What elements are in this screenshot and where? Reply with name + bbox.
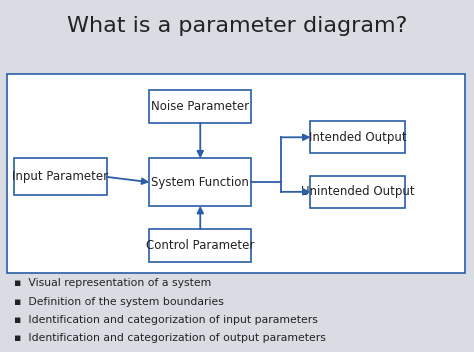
Text: Intended Output: Intended Output bbox=[309, 131, 407, 144]
Bar bbox=[7, 74, 465, 273]
Text: Input Parameter: Input Parameter bbox=[12, 170, 109, 183]
Text: ▪  Identification and categorization of output parameters: ▪ Identification and categorization of o… bbox=[14, 333, 326, 343]
Text: Noise Parameter: Noise Parameter bbox=[151, 100, 249, 113]
Bar bbox=[14, 158, 107, 195]
Bar bbox=[310, 176, 405, 208]
Bar bbox=[310, 121, 405, 153]
Bar bbox=[149, 158, 251, 206]
Text: Unintended Output: Unintended Output bbox=[301, 186, 415, 198]
Bar bbox=[149, 90, 251, 123]
Bar bbox=[149, 229, 251, 262]
Text: System Function: System Function bbox=[151, 176, 249, 189]
Text: What is a parameter diagram?: What is a parameter diagram? bbox=[67, 17, 407, 36]
Text: Control Parameter: Control Parameter bbox=[146, 239, 255, 252]
Text: ▪  Definition of the system boundaries: ▪ Definition of the system boundaries bbox=[14, 297, 224, 307]
Text: ▪  Identification and categorization of input parameters: ▪ Identification and categorization of i… bbox=[14, 315, 318, 325]
Text: ▪  Visual representation of a system: ▪ Visual representation of a system bbox=[14, 278, 211, 288]
